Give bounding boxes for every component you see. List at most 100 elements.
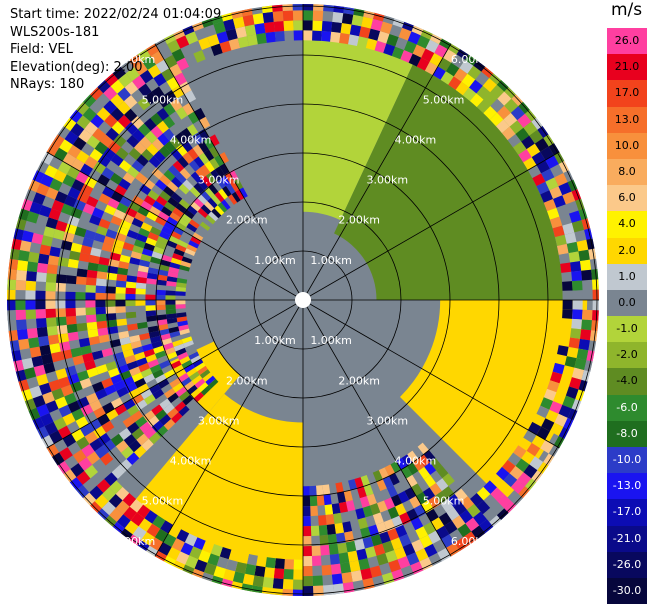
ring-label: 2.00km [338, 214, 380, 227]
velocity-gate [44, 421, 58, 436]
colorbar-bin: -4.0 [607, 368, 647, 395]
velocity-gate [345, 500, 356, 512]
velocity-gate [148, 261, 160, 270]
velocity-gate [131, 427, 144, 440]
velocity-gate [76, 115, 91, 130]
velocity-gate [146, 43, 160, 57]
velocity-gate [63, 469, 77, 483]
velocity-gate [192, 232, 204, 242]
velocity-gate [564, 232, 577, 244]
velocity-gate [159, 360, 171, 370]
velocity-gate [213, 566, 226, 579]
velocity-gate [543, 453, 555, 466]
velocity-gate [97, 327, 109, 337]
velocity-gate [21, 230, 34, 243]
velocity-gate [129, 498, 144, 513]
velocity-gate [435, 491, 448, 505]
velocity-gate [180, 213, 192, 224]
velocity-gate [164, 201, 176, 212]
velocity-gate [495, 119, 510, 134]
velocity-gate [398, 27, 412, 41]
velocity-gate [571, 367, 585, 380]
velocity-gate [78, 252, 91, 263]
velocity-gate [380, 21, 393, 34]
velocity-gate [216, 177, 227, 189]
velocity-gate [440, 499, 454, 513]
velocity-gate [151, 404, 164, 416]
velocity-gate [234, 178, 244, 190]
velocity-gate [123, 398, 136, 411]
velocity-gate [412, 458, 425, 471]
velocity-gate [560, 262, 572, 273]
velocity-gate [151, 138, 165, 151]
velocity-gate [46, 264, 58, 275]
velocity-gate [219, 40, 232, 54]
colorbar-bin: 1.0 [607, 263, 647, 290]
velocity-gate [433, 504, 447, 518]
velocity-gate [513, 445, 527, 459]
velocity-gate [572, 280, 583, 291]
velocity-gate [501, 126, 516, 141]
velocity-gate [364, 546, 377, 559]
velocity-gate [589, 330, 598, 342]
velocity-gate [175, 132, 187, 145]
velocity-gate [54, 191, 68, 204]
velocity-gate [105, 300, 116, 307]
velocity-gate [394, 546, 407, 560]
velocity-gate [222, 185, 232, 197]
velocity-gate [143, 195, 156, 206]
ring-label: 2.00km [338, 374, 380, 387]
velocity-gate [366, 493, 377, 506]
velocity-gate [108, 494, 123, 508]
velocity-gate [45, 400, 59, 413]
velocity-gate [38, 253, 50, 265]
velocity-gate [163, 418, 176, 431]
velocity-gate [158, 145, 171, 158]
velocity-gate [372, 512, 384, 525]
velocity-gate [126, 360, 139, 371]
velocity-gate [111, 121, 125, 135]
velocity-gate [7, 300, 16, 311]
velocity-gate [140, 222, 153, 232]
velocity-gate [143, 394, 156, 405]
velocity-gate [523, 121, 538, 136]
velocity-gate [552, 362, 565, 375]
velocity-gate [122, 172, 136, 184]
velocity-gate [151, 167, 164, 180]
velocity-gate [67, 258, 79, 269]
velocity-gate [179, 168, 191, 180]
velocity-gate [151, 251, 163, 260]
velocity-gate [126, 134, 140, 148]
velocity-gate [453, 501, 467, 516]
velocity-gate [536, 181, 550, 195]
velocity-gate [115, 300, 126, 307]
velocity-gate [138, 227, 150, 238]
velocity-gate [579, 259, 592, 271]
velocity-gate [124, 108, 138, 122]
velocity-gate [97, 508, 110, 520]
velocity-gate [150, 112, 163, 126]
velocity-gate [84, 359, 97, 371]
velocity-gate [338, 501, 348, 513]
velocity-gate [51, 351, 63, 363]
velocity-gate [132, 346, 144, 355]
velocity-gate [16, 259, 29, 271]
velocity-gate [155, 195, 168, 207]
velocity-gate [360, 474, 371, 487]
velocity-gate [521, 135, 535, 150]
velocity-gate [36, 317, 47, 328]
velocity-gate [133, 445, 147, 459]
velocity-gate [219, 163, 230, 175]
velocity-gate [326, 523, 336, 535]
velocity-gate [122, 416, 136, 428]
velocity-gate [21, 388, 33, 402]
velocity-gate [138, 362, 150, 373]
velocity-gate [53, 169, 67, 183]
velocity-gate [152, 369, 164, 379]
velocity-gate [58, 404, 72, 418]
velocity-gate [469, 79, 483, 94]
velocity-gate [163, 103, 176, 116]
velocity-gate [379, 531, 391, 544]
velocity-gate [172, 339, 184, 348]
